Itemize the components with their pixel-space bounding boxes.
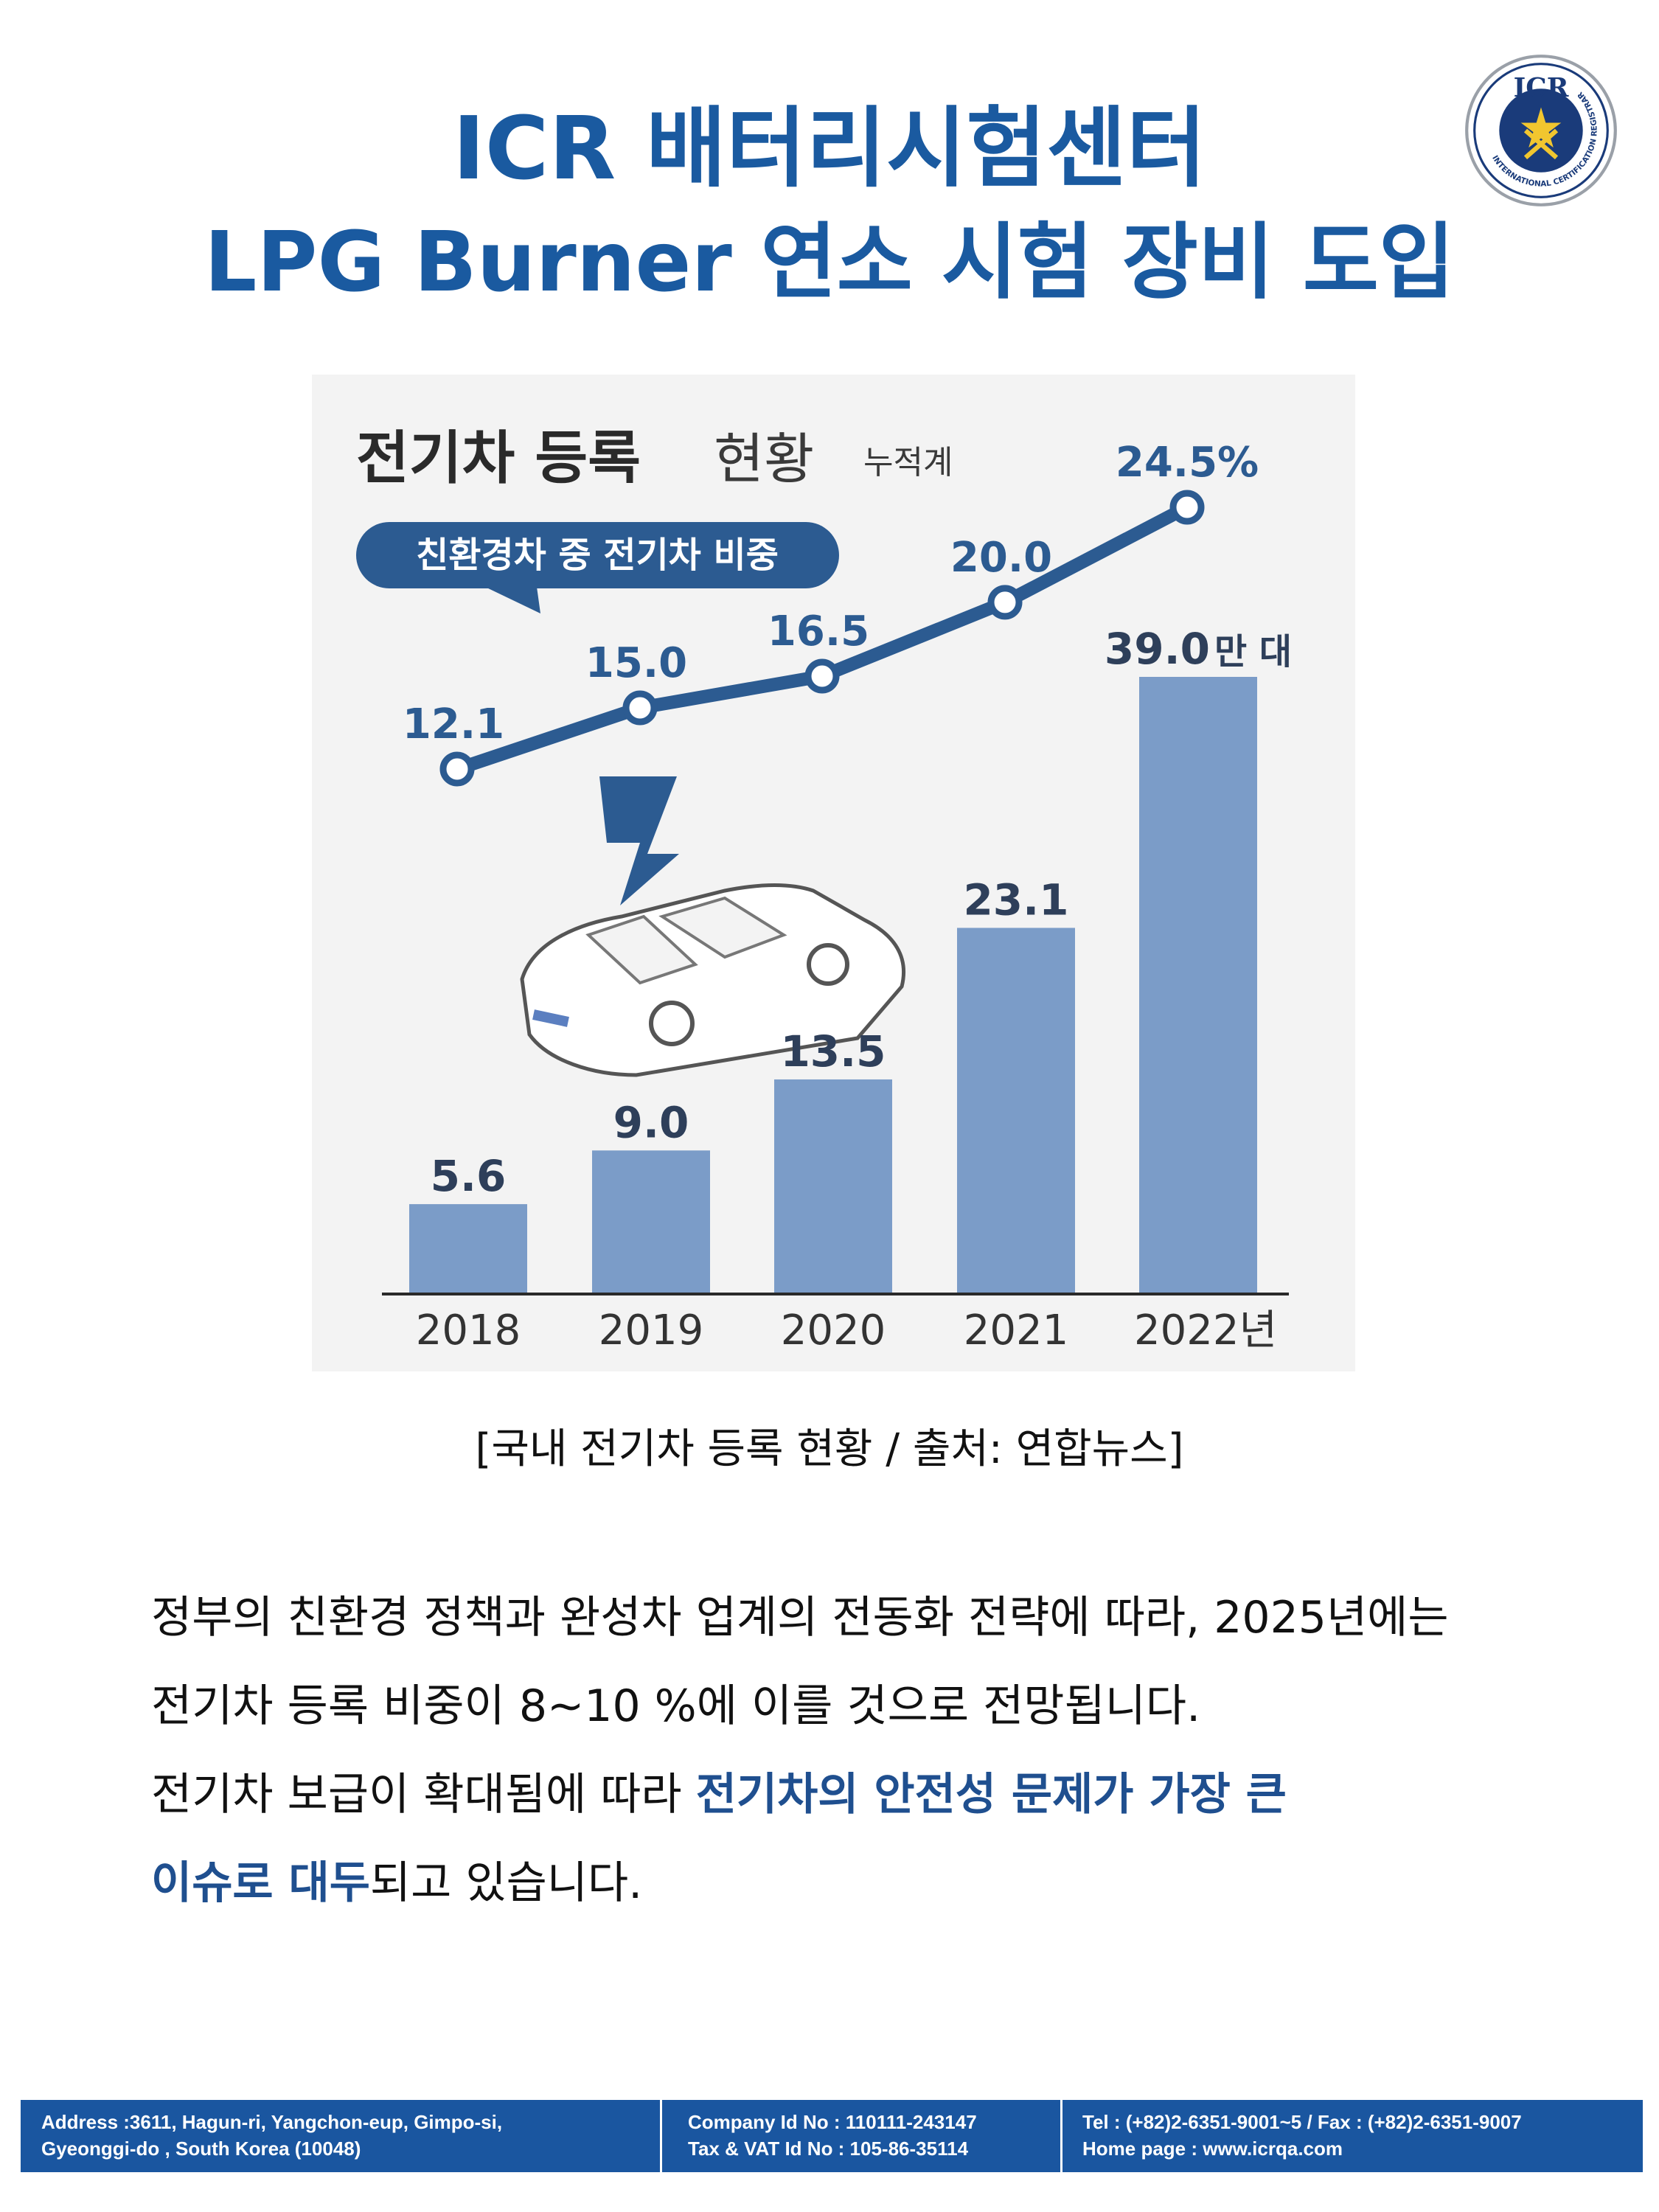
footer-tel-fax: Tel : (+82)2-6351-9001~5 / Fax : (+82)2-… <box>1082 2111 1522 2133</box>
share-label-2021: 20.0 <box>950 534 1052 582</box>
bar-label-2019: 9.0 <box>613 1097 689 1147</box>
footer-tax-id: Tax & VAT Id No : 105-86-35114 <box>688 2138 969 2160</box>
callout-text: 친환경차 중 전기차 비중 <box>416 535 779 576</box>
body-highlight-1: 전기차의 안전성 문제가 가장 큰 <box>695 1769 1287 1820</box>
title-line-1: ICR 배터리시험센터 <box>452 97 1207 199</box>
ev-registration-chart: 전기차 등록 현황 누적계 친환경차 중 전기차 비중 5.6 9.0 13.5 23… <box>312 375 1355 1371</box>
footer: Address :3611, Hagun-ri, Yangchon-eup, G… <box>21 2100 1643 2172</box>
body-highlight-2: 이슈로 대두 <box>151 1857 370 1909</box>
bar-2020 <box>774 1079 892 1293</box>
share-point-2021 <box>987 585 1023 620</box>
body-line-4: 이슈로 대두되고 있습니다. <box>151 1847 642 1911</box>
footer-homepage: Home page : www.icrqa.com <box>1082 2138 1343 2160</box>
ev-car-illustration <box>520 776 906 1077</box>
body-line-4-text: 되고 있습니다. <box>369 1857 643 1909</box>
bar-2022 <box>1139 677 1257 1293</box>
footer-divider <box>1060 2100 1062 2172</box>
callout-bubble: 친환경차 중 전기차 비중 <box>356 522 839 613</box>
x-tick-2018: 2018 <box>416 1307 521 1354</box>
share-point-2022 <box>1169 490 1205 525</box>
x-tick-2021: 2021 <box>964 1307 1069 1354</box>
share-label-2019: 15.0 <box>585 639 687 687</box>
x-tick-2019: 2019 <box>599 1307 704 1354</box>
chart-title-light: 현황 <box>714 428 814 491</box>
logo-text: ICR <box>1514 72 1569 103</box>
chart-caption: [국내 전기차 등록 현황 / 출처: 연합뉴스] <box>475 1425 1184 1473</box>
share-label-2022: 24.5% <box>1116 439 1259 487</box>
x-tick-2022: 2022년 <box>1134 1307 1277 1354</box>
bar-label-2018: 5.6 <box>431 1151 507 1201</box>
body-line-3: 전기차 보급이 확대됨에 따라 전기차의 안전성 문제가 가장 큰 <box>151 1759 1287 1823</box>
bar-2021 <box>957 928 1075 1293</box>
icr-logo: INTERNATIONAL CERTIFICATION REGISTRAR IC… <box>1465 55 1617 206</box>
bar-label-2022: 39.0 만 대 <box>1105 624 1292 674</box>
bar-unit-label: 만 대 <box>1214 631 1292 672</box>
footer-company-id: Company Id No : 110111-243147 <box>688 2111 977 2133</box>
body-line-1: 정부의 친환경 정책과 완성차 업계의 전동화 전략에 따라, 2025년에는 <box>151 1592 1449 1644</box>
body-line-3-text: 전기차 보급이 확대됨에 따라 <box>151 1769 696 1820</box>
body-line-2: 전기차 등록 비중이 8~10 %에 이를 것으로 전망됩니다. <box>151 1680 1201 1732</box>
share-point-2019 <box>622 690 658 726</box>
footer-divider <box>660 2100 662 2172</box>
bar-2018 <box>409 1204 527 1293</box>
footer-address-2: Gyeonggi-do , South Korea (10048) <box>41 2138 361 2160</box>
chart-title-small: 누적계 <box>863 444 953 481</box>
share-point-2020 <box>804 658 840 694</box>
share-label-2018: 12.1 <box>403 700 504 748</box>
x-tick-2020: 2020 <box>781 1307 886 1354</box>
bar-label-2020: 13.5 <box>780 1026 886 1077</box>
footer-address-1: Address :3611, Hagun-ri, Yangchon-eup, G… <box>41 2111 503 2133</box>
share-point-2018 <box>439 751 475 787</box>
chart-title-bold: 전기차 등록 <box>356 425 641 492</box>
star-icon <box>1520 107 1562 148</box>
lightning-icon <box>599 776 679 905</box>
title-line-2: LPG Burner 연소 시험 장비 도입 <box>204 215 1455 310</box>
bar-label-2021: 23.1 <box>963 874 1068 925</box>
share-label-2020: 16.5 <box>768 608 869 655</box>
bar-2019 <box>592 1150 710 1293</box>
